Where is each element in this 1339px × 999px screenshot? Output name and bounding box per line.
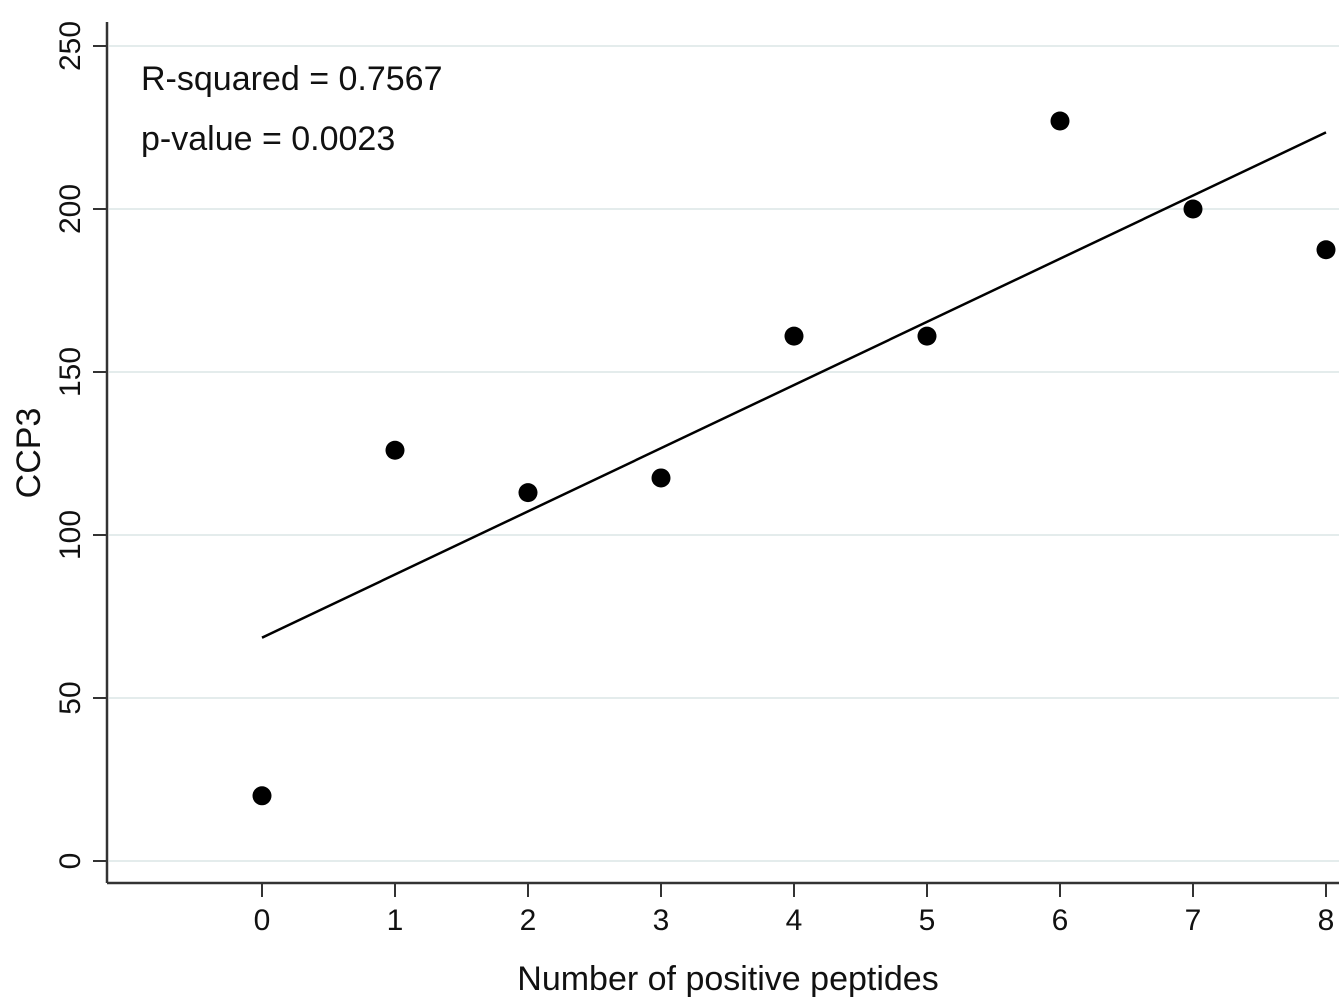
- data-point: [252, 786, 272, 806]
- data-points: [252, 111, 1336, 806]
- x-tick-label: 1: [387, 904, 404, 937]
- x-tick-label: 0: [254, 904, 271, 937]
- data-point: [518, 483, 538, 503]
- data-point: [1183, 199, 1203, 219]
- data-point: [784, 326, 804, 346]
- y-tick-label: 250: [54, 21, 87, 71]
- regression-line: [261, 131, 1327, 639]
- x-tick-label: 6: [1052, 904, 1069, 937]
- y-tick-label: 50: [54, 681, 87, 714]
- x-axis-title: Number of positive peptides: [517, 960, 938, 998]
- y-tick-label: 200: [54, 184, 87, 234]
- x-tick-label: 2: [520, 904, 537, 937]
- r-squared-annotation: R-squared = 0.7567: [141, 60, 442, 98]
- x-tick-label: 8: [1318, 904, 1335, 937]
- y-tick-label: 100: [54, 510, 87, 560]
- regression-line-group: [261, 131, 1327, 639]
- data-point: [1050, 111, 1070, 131]
- data-point: [917, 326, 937, 346]
- data-point: [1316, 240, 1336, 260]
- p-value-annotation: p-value = 0.0023: [141, 120, 395, 158]
- x-tick-label: 3: [653, 904, 670, 937]
- y-ticks: 0 50 100 150 200 250: [54, 21, 107, 869]
- y-axis-title: CCP3: [10, 408, 48, 499]
- x-ticks: 0 1 2 3 4 5 6 7 8: [254, 883, 1335, 937]
- y-tick-label: 150: [54, 347, 87, 397]
- grid-lines: [109, 45, 1339, 862]
- axes: [105, 22, 1339, 885]
- x-tick-label: 5: [919, 904, 936, 937]
- y-tick-label: 0: [54, 853, 87, 870]
- data-point: [385, 440, 405, 460]
- data-point: [651, 468, 671, 488]
- x-tick-label: 7: [1185, 904, 1202, 937]
- x-tick-label: 4: [786, 904, 803, 937]
